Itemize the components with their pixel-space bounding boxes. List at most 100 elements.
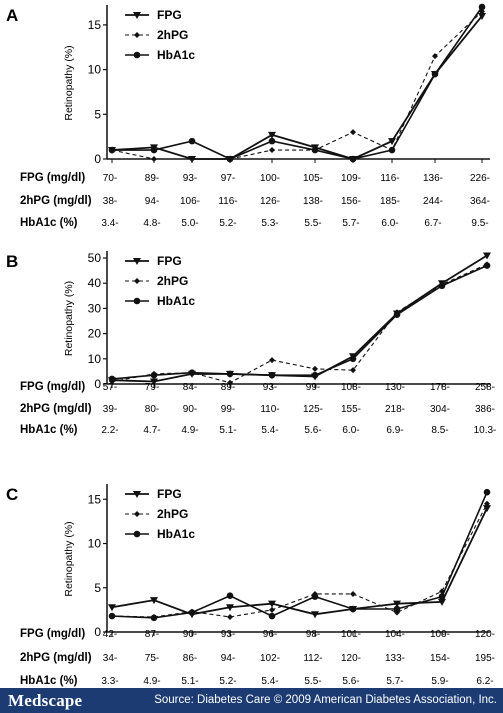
series-line-hba1c (112, 6, 483, 160)
category-label: 226- (470, 173, 490, 184)
data-point-hba1c (311, 146, 319, 154)
series-hba1c (108, 488, 491, 622)
series-line-2hpg (111, 503, 488, 618)
category-label: 79- (145, 382, 159, 393)
y-axis-label: Retinopathy (%) (63, 521, 75, 596)
category-label: 38- (103, 196, 117, 207)
data-point-2hpg (350, 367, 356, 374)
legend-label: HbA1c (157, 48, 195, 62)
category-label: 6.0- (342, 425, 359, 436)
category-label: 109- (341, 173, 361, 184)
data-point-hba1c (311, 593, 319, 600)
data-point-2hpg (350, 129, 356, 136)
panel-label: B (6, 252, 18, 271)
y-axis-label: Retinopathy (%) (63, 45, 75, 120)
category-label: 106- (180, 196, 200, 207)
category-label: 97- (221, 173, 235, 184)
data-point-hba1c (226, 370, 234, 378)
chart-panel-b: B Retinopathy (%) 0 10 20 30 40 50 FPG 2hPG HbA1c F… (0, 238, 503, 473)
category-label: 70- (103, 173, 117, 184)
series-line-hba1c (111, 264, 488, 380)
data-point-fpg (478, 12, 486, 20)
data-point-fpg (268, 600, 276, 608)
data-point-hba1c (150, 614, 158, 622)
row-label: FPG (mg/dl) (20, 628, 85, 640)
category-label: 112- (303, 653, 322, 664)
row-label: 2hPG (mg/dl) (20, 403, 92, 415)
data-point-2hpg (312, 365, 318, 372)
category-label: 218- (385, 404, 405, 415)
series-line-hba1c (111, 491, 488, 619)
data-point-hba1c (393, 605, 401, 613)
category-label: 4.8- (143, 218, 160, 229)
row-label: 2hPG (mg/dl) (20, 195, 92, 207)
category-label: 120- (475, 629, 495, 640)
category-label: 80- (145, 404, 159, 415)
data-point-fpg (268, 131, 276, 139)
legend-marker-fpg (133, 12, 141, 19)
data-point-2hpg (439, 588, 445, 595)
chart-panel-c: C Retinopathy (%) 0 5 10 15 FPG 2hPG HbA1c FPG (m… (0, 473, 503, 688)
category-label: 90- (183, 404, 197, 415)
category-label: 120- (341, 653, 361, 664)
legend-label: 2hPG (157, 274, 188, 288)
footer-bar: Medscape Source: Diabetes Care © 2009 Am… (0, 688, 503, 713)
data-point-hba1c (349, 355, 357, 363)
data-point-fpg (388, 138, 396, 146)
category-label: 9.5- (471, 218, 488, 229)
row-label: HbA1c (%) (20, 217, 78, 229)
series-fpg (108, 505, 491, 619)
category-label: 304- (430, 404, 450, 415)
data-point-hba1c (431, 70, 439, 78)
category-label: 156- (341, 196, 361, 207)
y-tick-label: 10 (88, 63, 102, 77)
data-point-hba1c (483, 488, 491, 496)
row-label: 2hPG (mg/dl) (20, 652, 92, 664)
category-label: 125- (303, 404, 323, 415)
data-point-hba1c (349, 155, 357, 163)
category-label: 94- (145, 196, 159, 207)
category-label: 138- (303, 196, 323, 207)
category-label: 178- (430, 382, 450, 393)
medscape-logo: Medscape (8, 691, 83, 710)
series-hba1c (108, 3, 486, 163)
legend-marker-fpg (133, 258, 141, 265)
category-label: 102- (260, 653, 280, 664)
data-point-hba1c (108, 612, 116, 620)
category-label: 5.2- (219, 676, 236, 687)
data-point-2hpg (151, 156, 157, 162)
category-label: 90- (183, 629, 197, 640)
category-label: 258- (475, 382, 495, 393)
data-point-2hpg (227, 379, 233, 386)
data-point-hba1c (188, 369, 196, 376)
y-tick-label: 0 (94, 152, 101, 166)
category-label: 110- (260, 404, 279, 415)
category-label: 5.2- (219, 218, 236, 229)
data-point-2hpg (484, 500, 490, 507)
y-tick-label: 0 (94, 625, 101, 639)
legend-label: HbA1c (157, 527, 195, 541)
category-label: 105- (303, 173, 323, 184)
series-hba1c (108, 262, 491, 383)
legend-marker-2hpg (134, 278, 140, 284)
legend-label: FPG (157, 487, 182, 501)
category-label: 93- (221, 629, 235, 640)
row-label: FPG (mg/dl) (20, 172, 85, 184)
data-point-hba1c (188, 137, 196, 145)
y-axis-label: Retinopathy (%) (63, 281, 75, 356)
category-label: 75- (145, 653, 159, 664)
category-label: 155- (341, 404, 361, 415)
category-label: 6.2- (476, 676, 493, 687)
y-tick-label: 20 (88, 327, 102, 341)
data-point-fpg (483, 252, 491, 260)
category-label: 108- (341, 382, 361, 393)
y-tick-label: 40 (88, 276, 102, 290)
category-label: 364- (470, 196, 490, 207)
data-point-2hpg (227, 613, 233, 620)
data-point-hba1c (150, 146, 158, 154)
category-label: 84- (183, 382, 197, 393)
y-tick-label: 15 (88, 18, 102, 32)
data-point-fpg (108, 604, 116, 612)
category-label: 39- (103, 404, 117, 415)
row-label: HbA1c (%) (20, 424, 78, 436)
